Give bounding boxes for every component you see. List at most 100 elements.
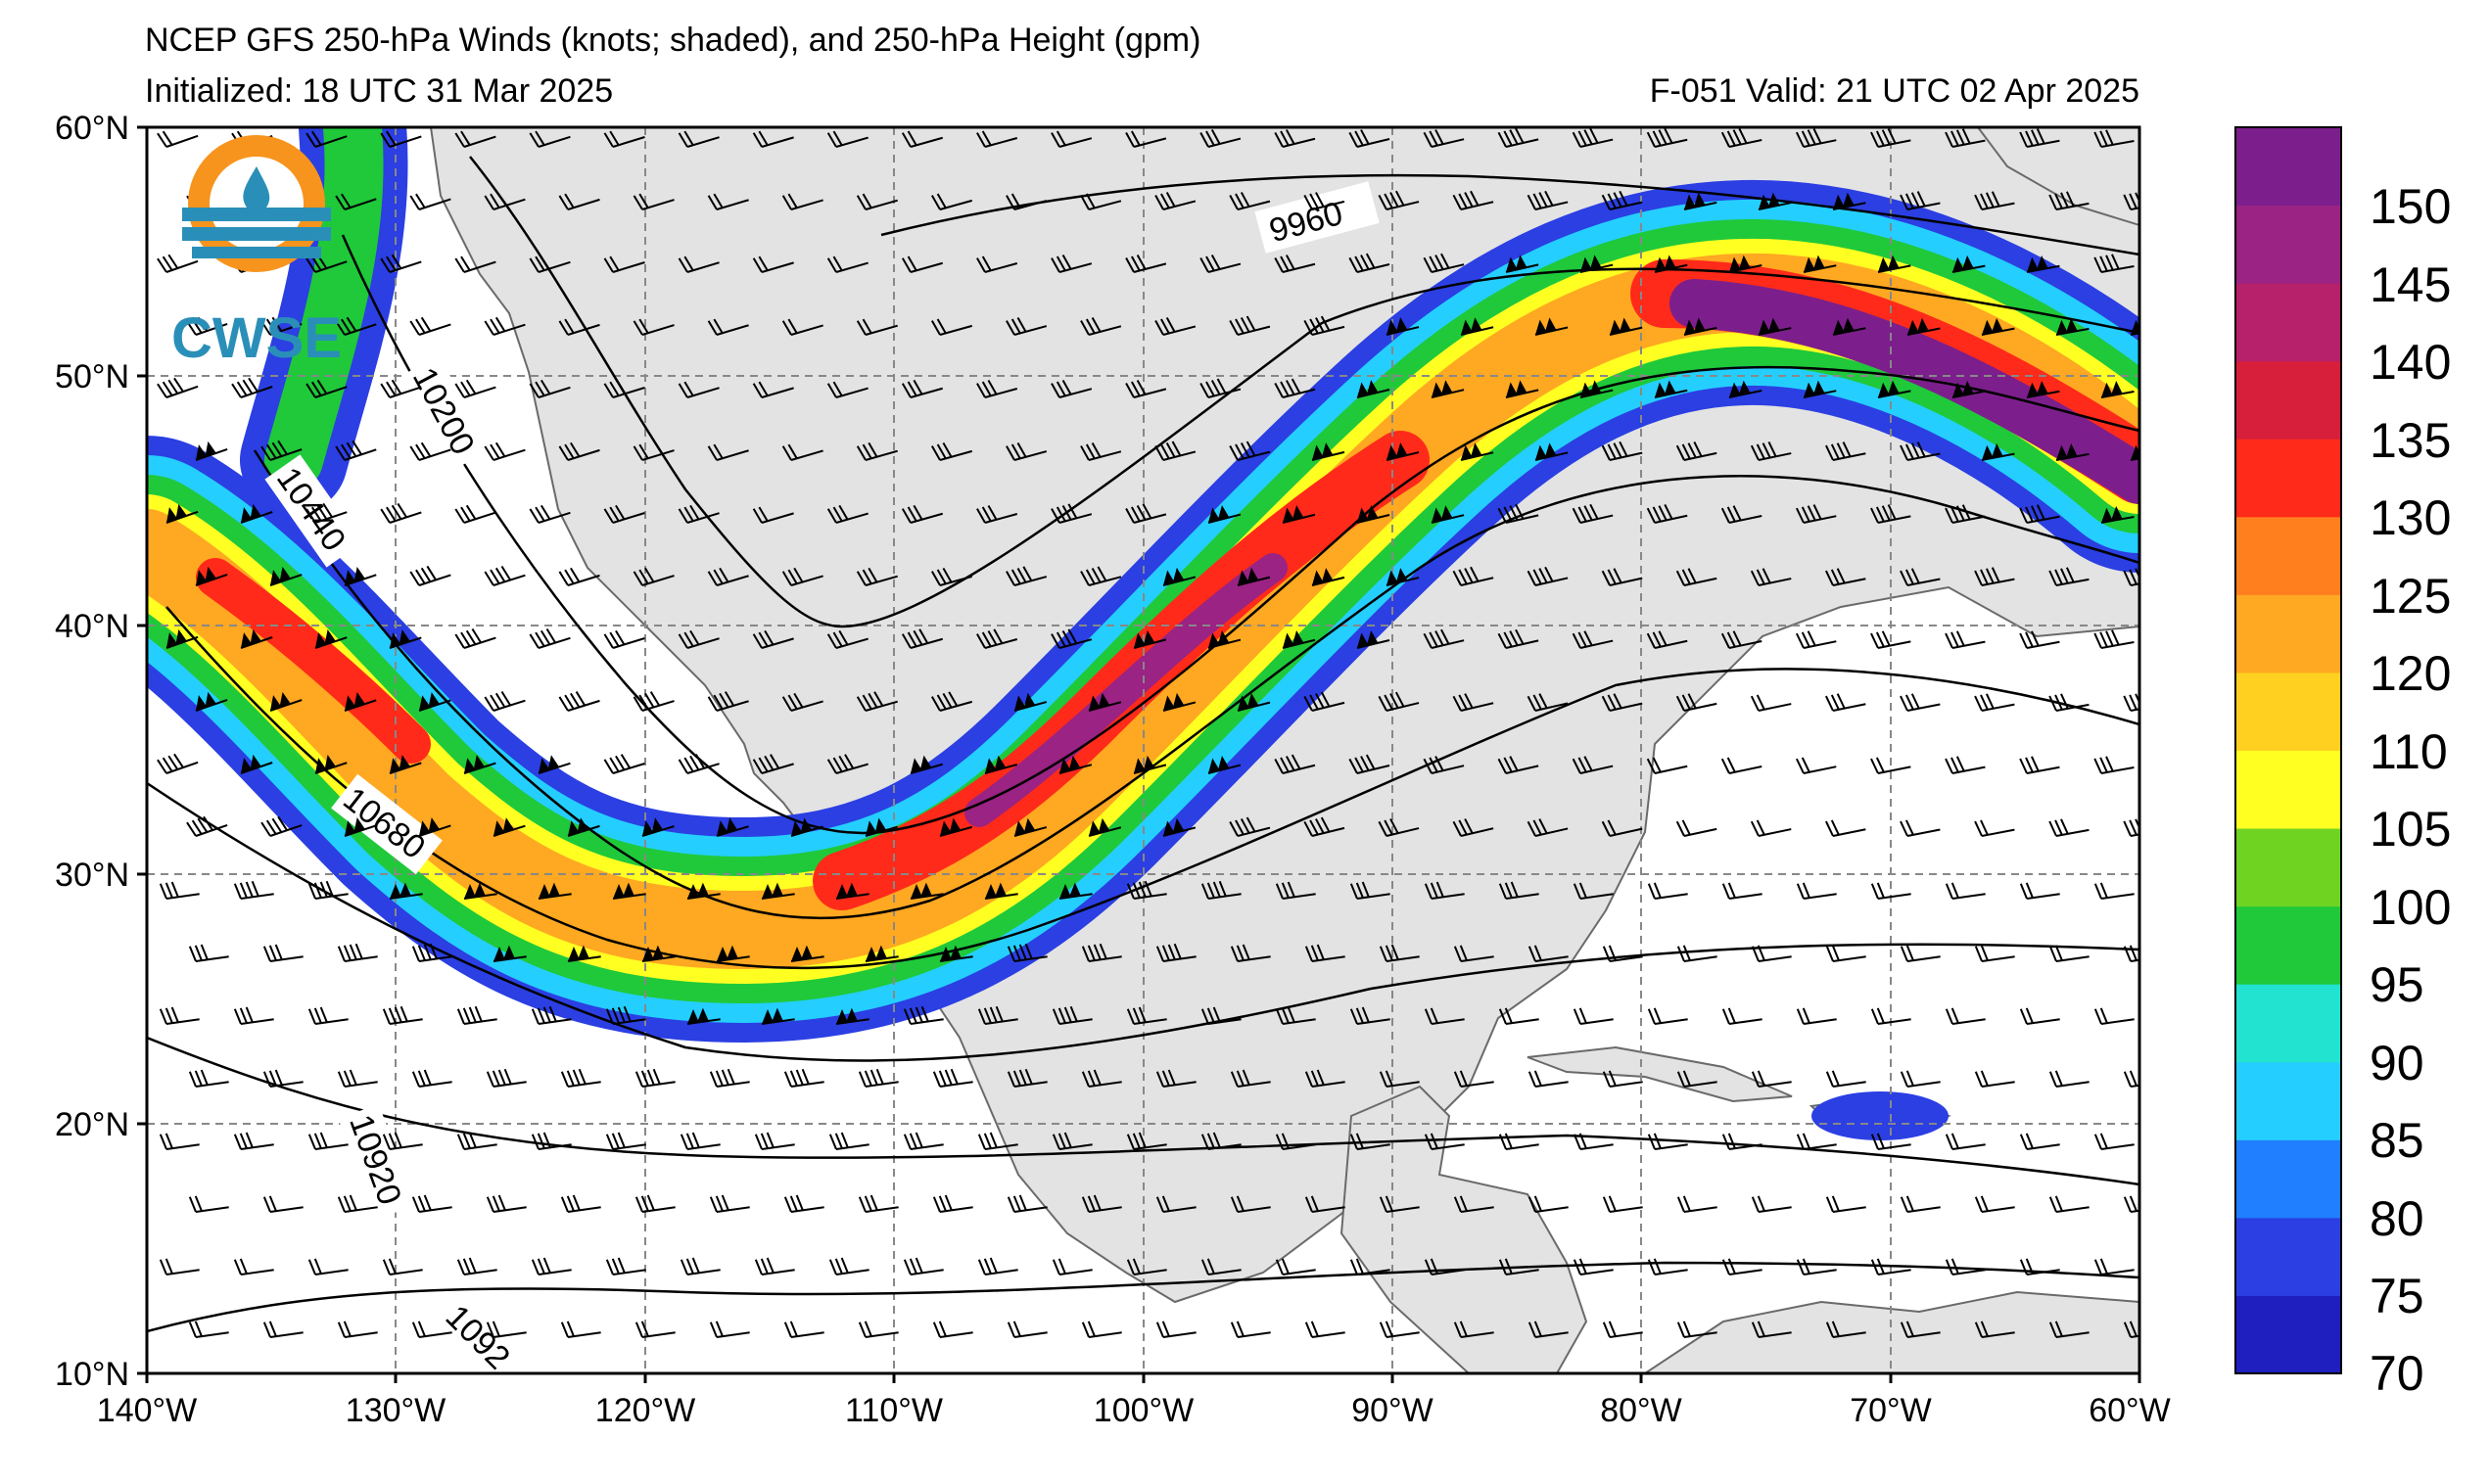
wind-barb [1424,1133,1465,1150]
wind-barb [1825,693,1866,712]
wind-barb [716,817,749,837]
wind-barb [1424,1007,1465,1025]
wind-barb [305,502,348,524]
wind-barb [1647,882,1688,900]
wind-barb [1274,255,1316,273]
wind-barb [1675,568,1717,586]
wind-barb [1080,193,1122,210]
wind-barb [1527,1070,1569,1088]
valid-label: F-051 Valid: 21 UTC 02 Apr 2025 [1650,72,2139,110]
wind-barb [1683,317,1717,336]
cbar-label-100: 100 [2370,880,2451,935]
wind-barb [165,628,199,649]
colorbar-swatch [2235,205,2341,284]
wind-barb [454,255,496,273]
wind-barb [2093,756,2135,774]
wind-barb [752,629,794,649]
wind-barb [826,629,869,649]
wind-barb [1423,253,1465,273]
wind-barb [1379,1321,1420,1338]
wind-barb [1647,1258,1688,1275]
wind-barb [1126,1132,1167,1150]
wind-barb [865,817,898,837]
wind-barb [411,943,452,962]
wind-barb [976,255,1018,273]
wind-barb [603,504,645,524]
wind-barb [305,130,348,148]
wind-barb [380,130,422,148]
wind-barb [1945,756,1986,774]
wind-barb [157,753,199,774]
wind-barb [2123,945,2139,962]
wind-barb [781,193,823,210]
wind-barb [2048,693,2090,712]
wind-barb [269,691,303,712]
cbar-label-110: 110 [2370,724,2448,779]
wind-barb [1870,1007,1911,1025]
wind-barb [1572,503,1614,524]
wind-barb [1200,880,1242,900]
wind-barb [2019,128,2060,148]
colorbar-swatch [2235,516,2341,595]
wind-barb [314,755,348,774]
wind-barb [337,1069,378,1088]
wind-barb [1527,566,1569,586]
wind-barb [1423,628,1465,649]
wind-barb [2019,1258,2060,1275]
wind-barb [826,754,869,774]
wind-barb [1974,1195,2015,1213]
wind-barb [1058,755,1093,774]
wind-barb [1647,1007,1688,1025]
wind-barb [1081,1069,1122,1088]
wind-barb [1945,1133,1986,1150]
wind-barb [1900,1195,1941,1213]
wind-barb [493,817,526,837]
wind-barb [1155,943,1197,962]
wind-barb [2026,380,2060,398]
wind-barb [678,504,720,524]
wind-barb [1237,693,1271,712]
wind-barb [1356,380,1390,398]
wind-barb [1200,1258,1242,1275]
wind-barb [1750,694,1792,712]
wind-barb [1721,1133,1762,1150]
wind-barb [1877,255,1911,273]
wind-barb [932,1194,973,1213]
wind-barb [1199,129,1242,148]
wind-barb [233,1132,274,1150]
wind-barb [1945,630,1986,649]
wind-barb [641,817,675,837]
wind-barb [1126,1258,1167,1275]
wind-barb [2093,254,2135,273]
wind-barb [1007,1068,1048,1088]
wind-barb [1155,1069,1197,1088]
wind-barb [1498,1007,1539,1025]
cbar-label-150: 150 [2370,179,2451,234]
wind-barb [389,882,423,900]
colorbar-swatch [2235,828,2341,907]
wind-barb [976,504,1018,524]
lon-label-130: 130°W [346,1392,446,1429]
logo-text: CWSE [171,306,342,370]
wind-barb [2019,756,2060,774]
wind-barb [977,1005,1018,1025]
wind-barb [1379,1070,1420,1088]
wind-barb [1051,254,1093,273]
wind-barb [1900,1321,1941,1338]
wind-barb [1825,1070,1866,1088]
wind-barb [828,1257,869,1275]
wind-barb [157,254,199,273]
wind-barb [188,1321,229,1338]
wind-barb [380,502,422,524]
wind-barb [678,381,720,398]
wind-barb [529,379,571,398]
wind-barb [686,882,721,900]
wind-barb [1431,380,1465,398]
wind-barb [678,255,720,273]
wind-barb [781,443,823,461]
wind-barb [856,567,898,586]
land-greenland [1976,127,2139,227]
wind-barb [1052,1258,1093,1275]
colorbar: 150 145 140 135 130 125 120 110 105 100 … [2234,126,2451,1401]
wind-barb [1527,693,1569,712]
